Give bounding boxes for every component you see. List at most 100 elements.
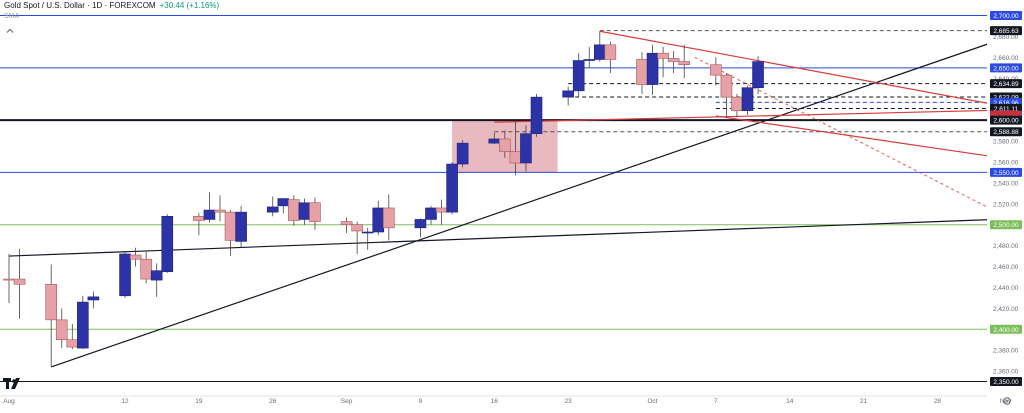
candle (224, 210, 237, 257)
candle (530, 93, 543, 137)
label-box (990, 220, 1022, 230)
candle-body (193, 216, 205, 221)
candle (288, 195, 300, 226)
label-box (990, 167, 1022, 177)
x-tick-label: 16 (491, 398, 499, 405)
candle-body (382, 207, 395, 229)
y-tick-label: 2,480.00 (993, 243, 1019, 250)
candle (372, 200, 385, 236)
candle-body (45, 283, 58, 321)
x-tick-label: Sep (341, 398, 353, 405)
price-level-label: 2,700.00 (990, 11, 1022, 20)
y-tick-label: 2,380.00 (993, 348, 1019, 355)
candle (214, 195, 226, 222)
trendline (599, 30, 1022, 111)
candle (77, 295, 89, 350)
candle-body (741, 87, 754, 112)
label-box (990, 79, 1022, 89)
x-tick-label: 21 (860, 398, 868, 405)
label-text: 2,500.00 (993, 222, 1019, 229)
candle-body (657, 52, 669, 59)
symbol-title: Gold Spot / U.S. Dollar · 1D · FOREXCOM (4, 1, 156, 10)
chart-header: Gold Spot / U.S. Dollar · 1D · FOREXCOM +… (4, 1, 219, 10)
y-tick-label: 2,420.00 (993, 306, 1019, 313)
candle-body (752, 61, 764, 89)
candle (161, 214, 174, 273)
candle-body (509, 151, 522, 164)
x-tick-label: 26 (269, 398, 277, 405)
candle-body (298, 202, 311, 220)
trendline (494, 109, 1022, 123)
y-tick-label: 2,460.00 (993, 264, 1019, 271)
candle (520, 125, 532, 172)
candle-body (425, 207, 437, 220)
x-tick-label: 7 (714, 398, 718, 405)
candle (340, 217, 353, 234)
x-tick-label: 19 (195, 398, 203, 405)
candle-body (224, 211, 237, 241)
label-box (990, 26, 1022, 36)
label-text: 2,600.00 (993, 118, 1019, 125)
trendline (51, 31, 1022, 368)
candle (150, 263, 163, 297)
candle-body (372, 207, 385, 233)
candle (752, 56, 764, 94)
label-text: 2,400.00 (993, 327, 1019, 334)
candle-body (214, 209, 226, 213)
candle (435, 199, 448, 225)
candle (425, 205, 437, 225)
collapse-chevron-icon[interactable] (5, 26, 15, 36)
candle (562, 86, 574, 106)
candle (731, 93, 743, 117)
candle (604, 41, 617, 74)
label-text: 2,588.88 (993, 129, 1019, 136)
label-box (990, 324, 1022, 334)
candle (382, 194, 395, 241)
gear-icon[interactable] (1003, 397, 1011, 405)
candle-body (530, 96, 543, 135)
candle-body (309, 202, 321, 222)
candle-body (361, 231, 374, 234)
candle (636, 52, 648, 94)
price-level-label: 2,588.88 (990, 127, 1022, 137)
price-change: +30.44 (+1.16%) (159, 1, 220, 10)
trendline (694, 56, 1023, 226)
price-level-label: 2,350.00 (990, 377, 1022, 387)
label-text: 2,700.00 (993, 13, 1019, 20)
candle-body (499, 138, 511, 152)
label-text: 2,550.00 (993, 170, 1019, 177)
candle-body (203, 209, 216, 220)
candle (710, 57, 722, 86)
candle-body (583, 59, 596, 61)
sma-indicator-label[interactable]: SMA (4, 13, 20, 20)
label-box (990, 127, 1022, 137)
label-box (990, 377, 1022, 387)
candle (277, 198, 290, 214)
candle (583, 46, 596, 68)
candle-body (636, 59, 648, 85)
candle-body (277, 198, 290, 207)
candle-body (646, 52, 659, 85)
y-tick-label: 2,360.00 (993, 369, 1019, 376)
candle (55, 308, 68, 349)
tradingview-logo-icon[interactable] (3, 377, 25, 391)
y-tick-label: 2,680.00 (993, 34, 1019, 41)
candle (309, 197, 321, 230)
candle (129, 247, 142, 267)
price-level-label: 2,634.89 (990, 79, 1022, 89)
label-text: 2,616.96 (993, 100, 1019, 107)
candle (741, 85, 754, 115)
candle-body (340, 221, 353, 225)
candle (414, 218, 427, 238)
candle-body (266, 206, 279, 213)
candle-body (129, 254, 142, 260)
candle-body (572, 60, 585, 92)
x-tick-label: 28 (934, 398, 942, 405)
candle (361, 227, 374, 250)
candle-body (667, 58, 680, 62)
x-tick-label: 14 (786, 398, 794, 405)
candle (45, 264, 58, 367)
candle-body (414, 219, 427, 229)
